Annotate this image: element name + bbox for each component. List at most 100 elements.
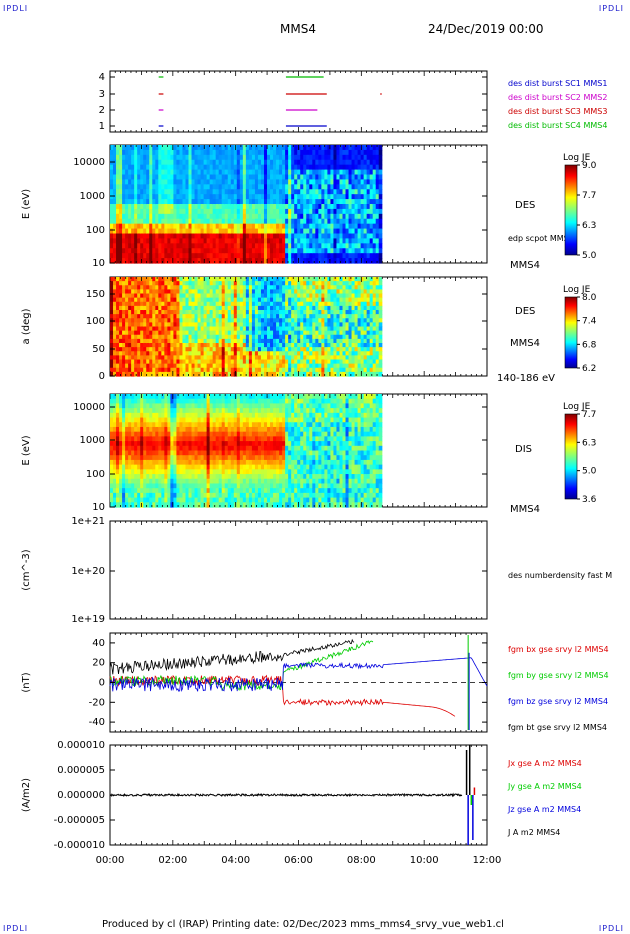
heatmap-cell [155, 218, 159, 225]
heatmap-cell [273, 174, 277, 181]
heatmap-cell [336, 243, 341, 249]
heatmap-cell [185, 289, 190, 295]
heatmap-cell [176, 441, 181, 447]
heatmap-cell [188, 417, 193, 423]
heatmap-cell [330, 289, 335, 295]
heatmap-cell [188, 355, 193, 361]
heatmap-cell [233, 347, 238, 352]
heatmap-cell [312, 305, 316, 311]
heatmap-cell [131, 297, 135, 303]
heatmap-cell [206, 310, 211, 315]
heatmap-cell [158, 297, 162, 303]
heatmap-cell [113, 330, 117, 336]
heatmap-cell [342, 281, 347, 286]
heatmap-cell [113, 363, 117, 369]
heatmap-cell [137, 189, 141, 195]
heatmap-cell [300, 243, 304, 249]
heatmap-cell [167, 154, 171, 161]
heatmap-cell [375, 213, 380, 220]
heatmap-cell [179, 371, 184, 377]
heatmap-cell [372, 159, 377, 166]
heatmap-cell [188, 474, 193, 480]
heatmap-cell [110, 223, 114, 230]
heatmap-cell [164, 233, 168, 240]
heatmap-cell [306, 228, 310, 235]
heatmap-cell [176, 459, 181, 466]
heatmap-cell [254, 367, 259, 373]
heatmap-cell [158, 371, 162, 377]
heatmap-cell [239, 154, 244, 161]
heatmap-cell [257, 293, 262, 299]
heatmap-cell [212, 228, 217, 235]
heatmap-cell [251, 289, 256, 295]
heatmap-cell [149, 431, 153, 437]
heatmap-cell [333, 285, 338, 290]
heatmap-cell [345, 179, 350, 185]
heatmap-cell [260, 233, 265, 240]
heatmap-cell [188, 189, 193, 195]
heatmap-cell [167, 351, 171, 356]
heatmap-cell [191, 436, 196, 442]
heatmap-cell [279, 199, 283, 205]
heatmap-cell [116, 194, 120, 200]
heatmap-cell [242, 355, 247, 361]
heatmap-cell [372, 326, 377, 332]
heatmap-cell [206, 248, 211, 254]
heatmap-cell [146, 179, 150, 185]
heatmap-cell [131, 338, 135, 344]
heatmap-cell [200, 289, 205, 295]
heatmap-cell [176, 403, 181, 409]
heatmap-cell [191, 394, 196, 400]
heatmap-cell [312, 189, 316, 195]
heatmap-cell [113, 417, 117, 423]
heatmap-cell [167, 455, 171, 461]
heatmap-cell [282, 314, 286, 319]
heatmap-cell [279, 223, 283, 230]
heatmap-cell [182, 238, 187, 244]
heatmap-cell [306, 164, 310, 171]
heatmap-cell [291, 194, 295, 200]
heatmap-cell [345, 285, 350, 290]
heatmap-cell [152, 492, 156, 499]
heatmap-cell [221, 305, 226, 311]
heatmap-cell [119, 469, 123, 475]
heatmap-cell [182, 483, 187, 489]
heatmap-cell [110, 343, 114, 348]
heatmap-cell [140, 371, 144, 377]
heatmap-cell [369, 238, 374, 244]
heatmap-cell [267, 338, 271, 344]
heatmap-cell [324, 258, 329, 264]
heatmap-cell [330, 314, 335, 319]
heatmap-cell [378, 281, 383, 286]
heatmap-cell [251, 281, 256, 286]
heatmap-cell [164, 502, 168, 508]
heatmap-cell [297, 233, 301, 240]
heatmap-cell [146, 371, 150, 377]
heatmap-cell [116, 145, 120, 151]
heatmap-cell [300, 194, 304, 200]
heatmap-cell [164, 228, 168, 235]
heatmap-cell [260, 289, 265, 295]
heatmap-cell [260, 248, 265, 254]
heatmap-cell [306, 297, 310, 303]
heatmap-cell [273, 258, 277, 264]
heatmap-cell [164, 314, 168, 319]
heatmap-cell [267, 371, 271, 377]
heatmap-cell [191, 233, 196, 240]
heatmap-cell [155, 355, 159, 361]
heatmap-cell [206, 149, 211, 156]
heatmap-cell [149, 492, 153, 499]
heatmap-cell [209, 184, 214, 190]
heatmap-cell [348, 213, 353, 220]
heatmap-cell [209, 351, 214, 356]
heatmap-cell [285, 199, 289, 205]
heatmap-cell [260, 189, 265, 195]
heatmap-cell [209, 164, 214, 171]
heatmap-cell [203, 318, 208, 323]
heatmap-cell [221, 367, 226, 373]
heatmap-cell [227, 243, 232, 249]
heatmap-cell [140, 305, 144, 311]
heatmap-cell [363, 289, 368, 295]
heatmap-cell [315, 314, 319, 319]
heatmap-cell [327, 367, 332, 373]
